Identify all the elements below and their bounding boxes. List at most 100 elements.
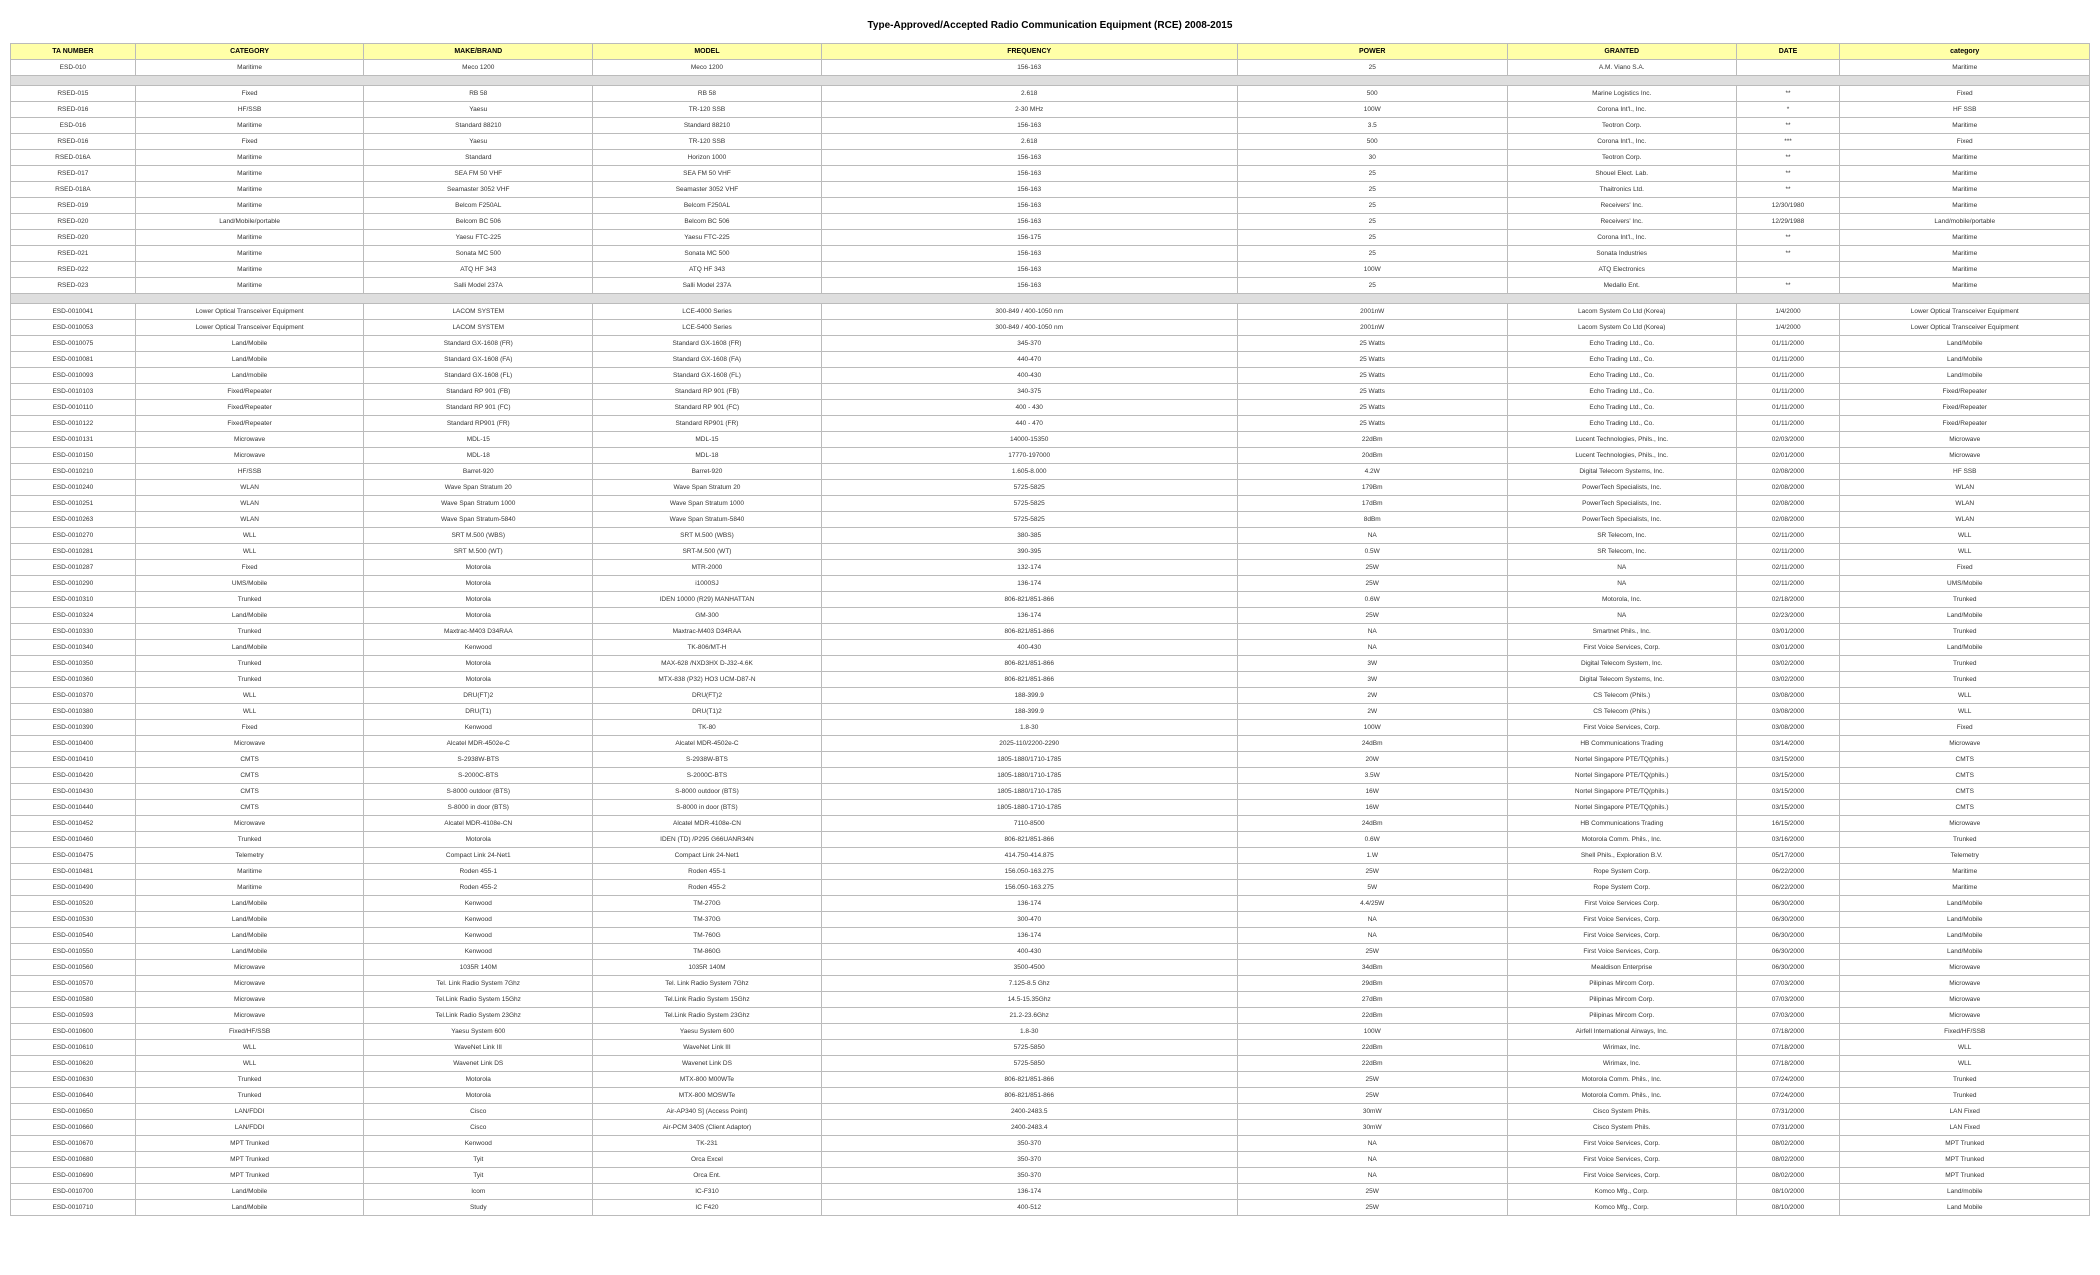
table-row: ESD-0010410CMTSS-2938W-BTSS-2938W-BTS180… xyxy=(11,752,2090,768)
table-cell: 24dBm xyxy=(1237,816,1507,832)
table-cell: 500 xyxy=(1237,86,1507,102)
table-cell: 25 xyxy=(1237,214,1507,230)
table-row: RSED-018AMaritimeSeamaster 3052 VHFSeama… xyxy=(11,182,2090,198)
table-cell: Maritime xyxy=(1840,182,2090,198)
table-cell: Maritime xyxy=(1840,230,2090,246)
table-cell: 806-821/851-866 xyxy=(821,1072,1237,1088)
table-row: ESD-0010475TelemetryCompact Link 24-Net1… xyxy=(11,848,2090,864)
table-cell: MTX-838 (P32) HO3 UCM-D87-N xyxy=(593,672,822,688)
table-cell: Horizon 1000 xyxy=(593,150,822,166)
table-cell: SRT M.500 (WBS) xyxy=(364,528,593,544)
table-cell: WLAN xyxy=(1840,512,2090,528)
table-cell: Maritime xyxy=(135,166,364,182)
table-cell: Sonata Industries xyxy=(1507,246,1736,262)
table-cell: Standard RP 901 (FB) xyxy=(364,384,593,400)
table-cell: 12/30/1980 xyxy=(1736,198,1840,214)
table-cell: Fixed xyxy=(135,86,364,102)
table-cell: Digital Telecom Systems, Inc. xyxy=(1507,464,1736,480)
table-cell: 08/10/2000 xyxy=(1736,1184,1840,1200)
table-cell: RSED-022 xyxy=(11,262,136,278)
table-cell: First Voice Services Corp. xyxy=(1507,896,1736,912)
table-cell: Alcatel MDR-4108e-CN xyxy=(364,816,593,832)
table-cell: Land/Mobile xyxy=(135,1184,364,1200)
table-cell: Lower Optical Transceiver Equipment xyxy=(135,304,364,320)
table-cell: Trunked xyxy=(1840,592,2090,608)
table-cell: 300-470 xyxy=(821,912,1237,928)
table-cell: Yaesu System 600 xyxy=(364,1024,593,1040)
table-cell: 25W xyxy=(1237,1072,1507,1088)
table-row: RSED-021MaritimeSonata MC 500Sonata MC 5… xyxy=(11,246,2090,262)
table-cell: WLAN xyxy=(1840,496,2090,512)
spacer-row xyxy=(11,76,2090,86)
table-cell: 25W xyxy=(1237,576,1507,592)
table-cell: Microwave xyxy=(135,960,364,976)
table-cell: Trunked xyxy=(135,656,364,672)
table-cell: Fixed/Repeater xyxy=(1840,400,2090,416)
table-cell: 07/03/2000 xyxy=(1736,1008,1840,1024)
table-cell: 2400-2483.4 xyxy=(821,1120,1237,1136)
table-cell: 14.5-15.35Ghz xyxy=(821,992,1237,1008)
table-cell: Land/Mobile xyxy=(135,336,364,352)
table-cell: 3500-4500 xyxy=(821,960,1237,976)
table-cell: Komco Mfg., Corp. xyxy=(1507,1184,1736,1200)
table-cell: Kenwood xyxy=(364,912,593,928)
table-cell: NA xyxy=(1237,640,1507,656)
table-cell: LAN/FDDI xyxy=(135,1104,364,1120)
table-cell: TR-120 SSB xyxy=(593,134,822,150)
table-cell: ESD-0010550 xyxy=(11,944,136,960)
table-cell: Orca Ent. xyxy=(593,1168,822,1184)
table-cell: Shouel Elect. Lab. xyxy=(1507,166,1736,182)
table-cell: NA xyxy=(1507,560,1736,576)
table-cell: 806-821/851-866 xyxy=(821,592,1237,608)
table-cell: Receivers' Inc. xyxy=(1507,198,1736,214)
table-cell: ESD-0010251 xyxy=(11,496,136,512)
table-cell: TM-760G xyxy=(593,928,822,944)
table-cell: DRU(T1) xyxy=(364,704,593,720)
table-cell: ESD-0010281 xyxy=(11,544,136,560)
table-cell: MAX-628 /NXD3HX D-J32-4.6K xyxy=(593,656,822,672)
table-cell: 12/29/1988 xyxy=(1736,214,1840,230)
table-cell: First Voice Services, Corp. xyxy=(1507,1168,1736,1184)
table-row: RSED-023MaritimeSalli Model 237ASalli Mo… xyxy=(11,278,2090,294)
table-cell: 03/16/2000 xyxy=(1736,832,1840,848)
table-cell: 2W xyxy=(1237,688,1507,704)
table-cell: Tel. Link Radio System 7Ghz xyxy=(593,976,822,992)
table-cell: 03/02/2000 xyxy=(1736,672,1840,688)
table-cell: CMTS xyxy=(135,768,364,784)
table-cell: ESD-0010660 xyxy=(11,1120,136,1136)
table-cell: Fixed xyxy=(1840,720,2090,736)
table-cell: MPT Trunked xyxy=(135,1136,364,1152)
table-cell: 16W xyxy=(1237,784,1507,800)
table-cell: 156-163 xyxy=(821,214,1237,230)
table-cell: 25W xyxy=(1237,944,1507,960)
table-cell: 390-395 xyxy=(821,544,1237,560)
table-cell: 100W xyxy=(1237,102,1507,118)
table-cell: Land/Mobile xyxy=(135,928,364,944)
table-cell: SRT M.500 (WT) xyxy=(364,544,593,560)
table-cell: Tel.Link Radio System 15Ghz xyxy=(364,992,593,1008)
table-cell: Barret-920 xyxy=(364,464,593,480)
table-cell: Alcatel MDR-4502e-C xyxy=(364,736,593,752)
table-cell: Wave Span Stratum 1000 xyxy=(364,496,593,512)
table-cell: Motorola Comm. Phils., Inc. xyxy=(1507,1072,1736,1088)
table-cell: 30mW xyxy=(1237,1104,1507,1120)
table-cell: ESD-0010103 xyxy=(11,384,136,400)
table-cell: Meco 1200 xyxy=(593,60,822,76)
table-cell: 345-370 xyxy=(821,336,1237,352)
table-cell: 02/08/2000 xyxy=(1736,512,1840,528)
table-cell: 16W xyxy=(1237,800,1507,816)
table-cell: ESD-0010310 xyxy=(11,592,136,608)
table-cell: ESD-0010340 xyxy=(11,640,136,656)
table-cell: Kenwood xyxy=(364,720,593,736)
table-row: ESD-0010240WLANWave Span Stratum 20Wave … xyxy=(11,480,2090,496)
table-cell: 25W xyxy=(1237,608,1507,624)
table-cell: 25W xyxy=(1237,1088,1507,1104)
table-cell: Roden 455-2 xyxy=(364,880,593,896)
table-cell: Seamaster 3052 VHF xyxy=(364,182,593,198)
table-cell: 01/11/2000 xyxy=(1736,416,1840,432)
table-cell: 03/15/2000 xyxy=(1736,800,1840,816)
table-cell: 188-399.9 xyxy=(821,704,1237,720)
table-row: ESD-0010330TrunkedMaxtrac-M403 D34RAAMax… xyxy=(11,624,2090,640)
table-cell: MPT Trunked xyxy=(1840,1168,2090,1184)
table-cell: Marine Logistics Inc. xyxy=(1507,86,1736,102)
